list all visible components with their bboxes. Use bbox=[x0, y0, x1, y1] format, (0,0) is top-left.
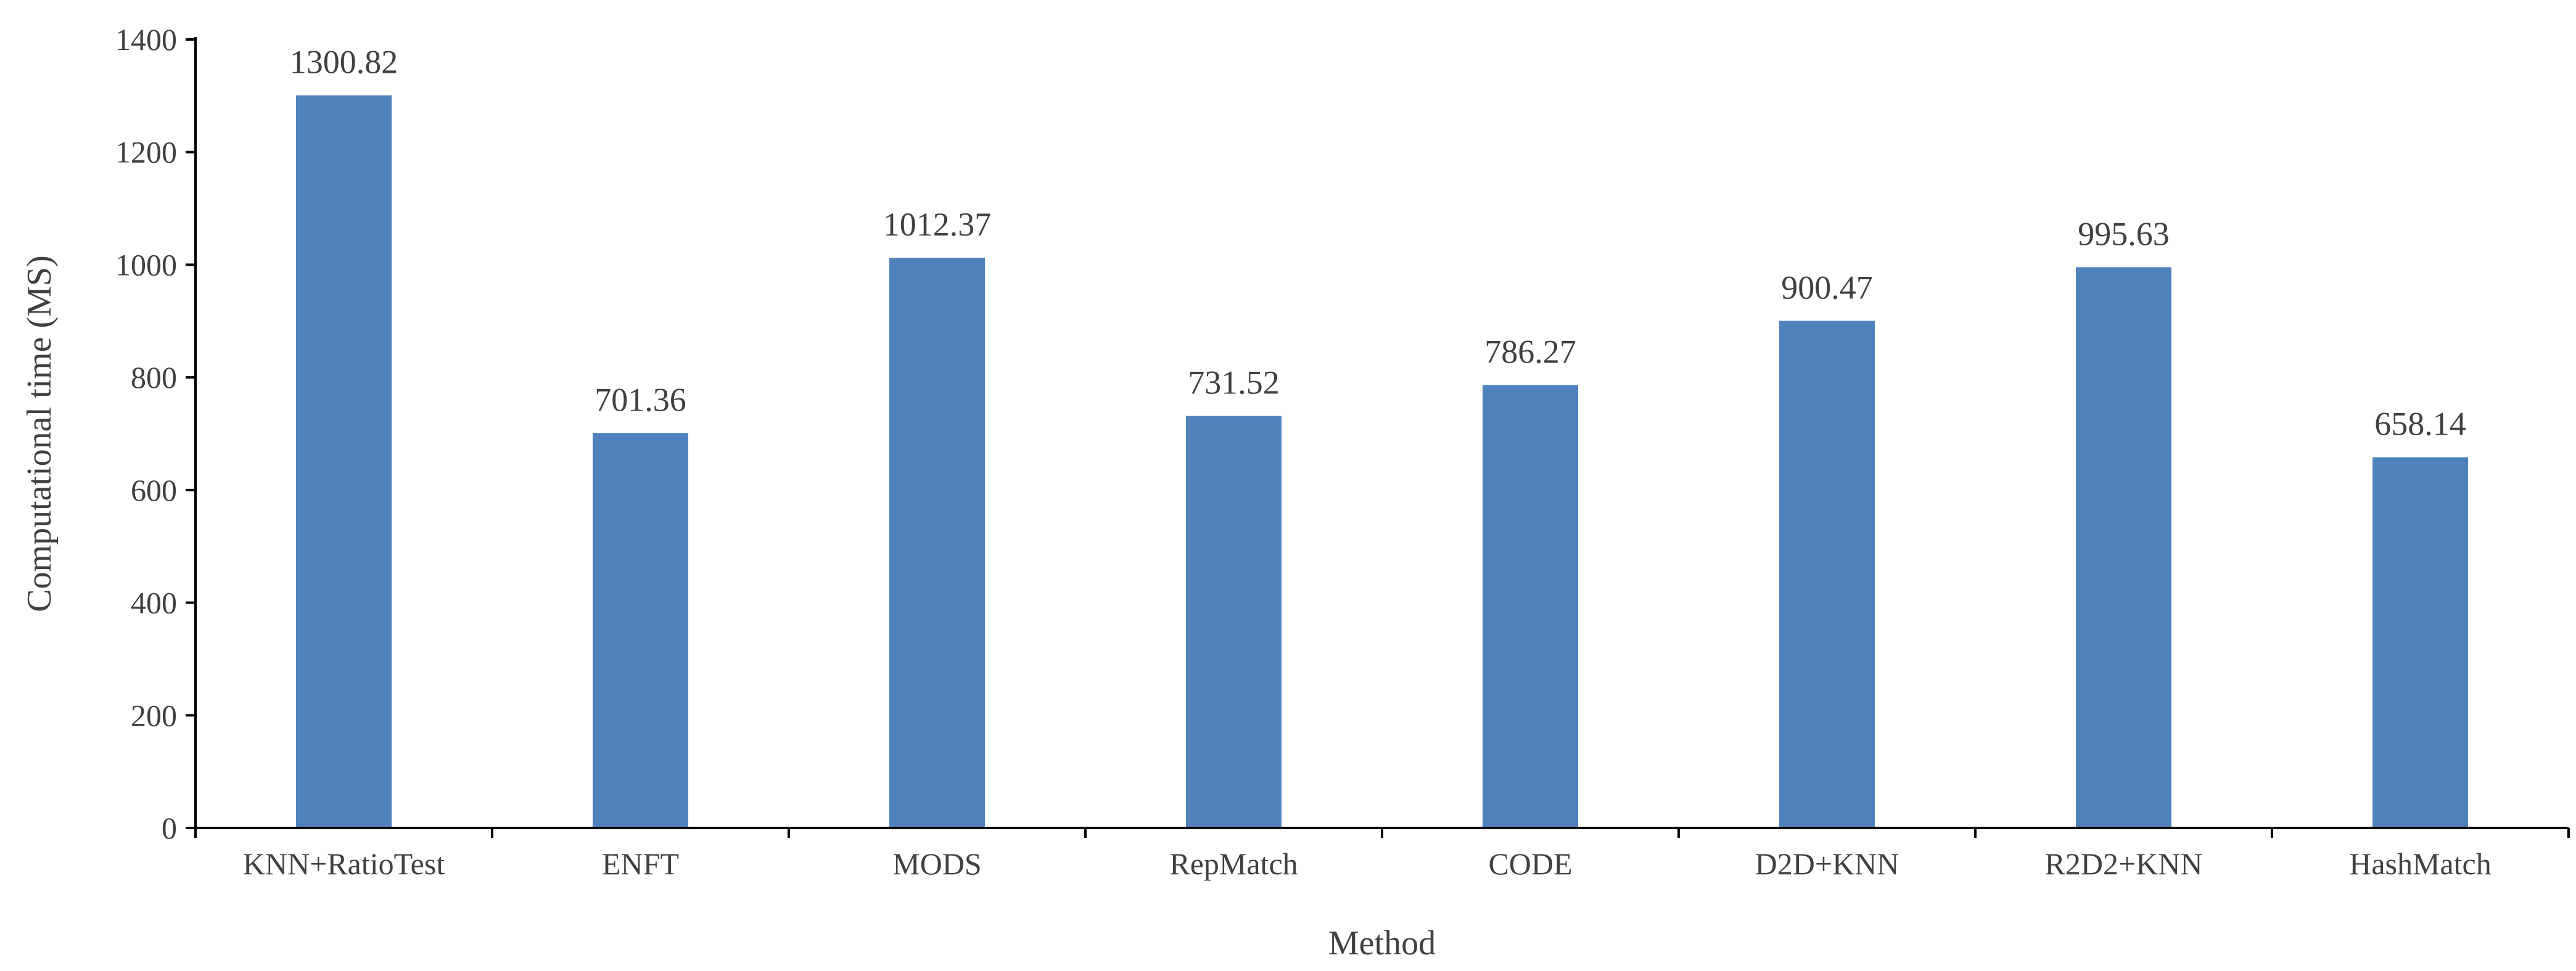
x-tick-label: MODS bbox=[892, 846, 981, 881]
x-ticks-group: KNN+RatioTest ENFT MODS RepMatch CODE D2D+KNN… bbox=[194, 828, 2570, 881]
x-axis-title: Method bbox=[1328, 924, 1436, 962]
bar bbox=[296, 95, 392, 828]
y-tick-label: 1000 bbox=[115, 247, 177, 282]
x-tick-label: HashMatch bbox=[2349, 846, 2492, 881]
y-tick-label: 800 bbox=[131, 360, 177, 395]
data-label: 658.14 bbox=[2374, 406, 2466, 443]
y-tick-label: 1200 bbox=[115, 135, 177, 170]
y-tick-label: 600 bbox=[131, 473, 177, 507]
bar bbox=[2076, 267, 2171, 828]
y-tick-label: 200 bbox=[131, 698, 177, 732]
bar bbox=[1779, 321, 1875, 828]
x-tick-label: R2D2+KNN bbox=[2045, 846, 2203, 881]
x-tick-label: KNN+RatioTest bbox=[243, 846, 445, 881]
bars-group bbox=[296, 95, 2468, 828]
data-label: 731.52 bbox=[1188, 364, 1280, 401]
y-ticks-group: 0 200 400 600 800 1000 1200 1400 bbox=[115, 22, 195, 845]
x-tick-label: ENFT bbox=[602, 846, 679, 881]
x-tick-label: D2D+KNN bbox=[1755, 846, 1899, 881]
y-tick-label: 1400 bbox=[115, 22, 177, 57]
data-label: 995.63 bbox=[2078, 215, 2170, 252]
data-label: 900.47 bbox=[1781, 269, 1873, 306]
bar bbox=[593, 433, 688, 828]
data-labels-group: 1300.82 701.36 1012.37 731.52 786.27 900.47 99… bbox=[290, 44, 2466, 443]
x-tick-label: RepMatch bbox=[1169, 846, 1298, 881]
y-tick-label: 0 bbox=[162, 811, 177, 845]
data-label: 1300.82 bbox=[290, 44, 398, 81]
bar bbox=[2372, 457, 2468, 828]
y-axis-title: Computational time (MS) bbox=[20, 255, 59, 612]
bar bbox=[889, 258, 985, 828]
bar bbox=[1483, 385, 1578, 828]
y-tick-label: 400 bbox=[131, 586, 177, 620]
data-label: 786.27 bbox=[1484, 334, 1576, 371]
data-label: 1012.37 bbox=[883, 206, 992, 243]
x-tick-label: CODE bbox=[1488, 846, 1572, 881]
bar bbox=[1186, 416, 1282, 828]
data-label: 701.36 bbox=[595, 381, 686, 418]
